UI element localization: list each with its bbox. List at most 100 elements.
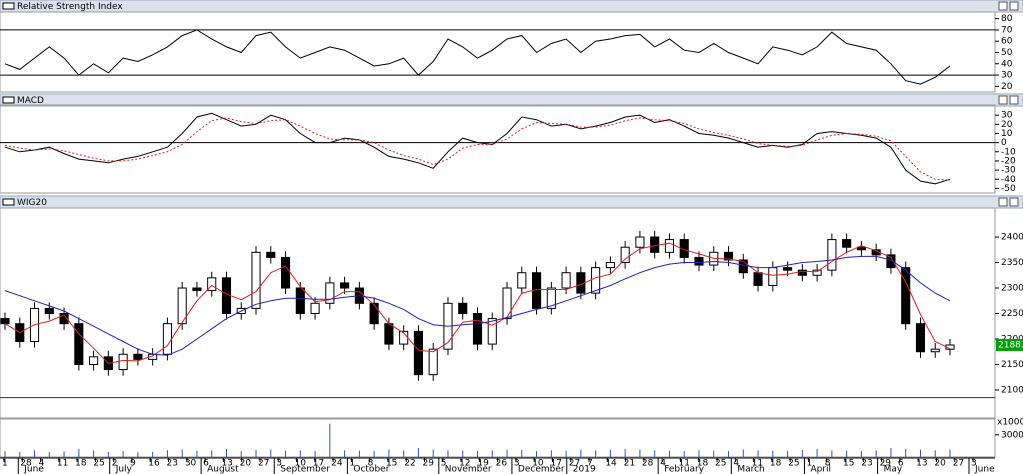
candle-body xyxy=(74,323,84,365)
candle-body xyxy=(310,302,320,314)
x-tick-label: 18 xyxy=(770,459,782,469)
x-tick-label: 3 xyxy=(971,459,977,469)
x-tick-label: 30 xyxy=(185,459,197,469)
candle-body xyxy=(340,282,350,289)
x-tick-label: 10 xyxy=(532,459,544,469)
candle-body xyxy=(886,254,896,269)
month-label: 2019 xyxy=(573,465,596,474)
candle-body xyxy=(428,348,438,376)
y-tick-label: 3000 xyxy=(1001,430,1023,440)
y-tick-label: 30 xyxy=(1001,111,1013,121)
panel-icon xyxy=(2,2,15,10)
x-tick-label: 12 xyxy=(459,459,470,469)
x-tick-label: 19 xyxy=(477,459,489,469)
x-tick-label: 27 xyxy=(258,459,269,469)
candle-body xyxy=(517,272,527,289)
y-tick-label: -30 xyxy=(1001,166,1016,176)
panel-header xyxy=(0,0,1023,13)
close-button[interactable] xyxy=(1009,197,1019,207)
restore-button[interactable] xyxy=(998,1,1008,11)
last-value-label: 2188.2 xyxy=(998,341,1023,351)
panel-header xyxy=(0,195,1023,209)
y-tick-label: 0 xyxy=(1001,138,1007,148)
y-tick-label: 80 xyxy=(1001,14,1013,24)
x-tick-label: 1 xyxy=(2,459,8,469)
candle-body xyxy=(856,246,866,251)
month-label: March xyxy=(737,465,764,474)
close-button[interactable] xyxy=(1009,95,1019,105)
candle-body xyxy=(384,323,394,345)
restore-button[interactable] xyxy=(998,95,1008,105)
month-label: October xyxy=(353,465,389,474)
y-tick-label: -10 xyxy=(1001,147,1016,157)
candle-body xyxy=(89,356,99,365)
candle-body xyxy=(901,267,911,325)
month-label: April xyxy=(810,465,831,474)
x-tick-label: 21 xyxy=(624,459,635,469)
candle-body xyxy=(133,353,143,360)
x-tick-label: 13 xyxy=(916,459,927,469)
x-tick-label: 3 xyxy=(514,459,520,469)
candle-body xyxy=(413,330,423,376)
candle-body xyxy=(561,272,571,289)
y-tick-label: 60 xyxy=(1001,37,1013,47)
x-tick-label: 25 xyxy=(93,459,104,469)
candle-body xyxy=(207,277,217,292)
candle-body xyxy=(369,302,379,325)
month-label: November xyxy=(445,465,492,474)
y-tick-label: 20 xyxy=(1001,120,1013,130)
close-button[interactable] xyxy=(1009,1,1019,11)
x-tick-label: 4 xyxy=(39,459,45,469)
x-tick-label: 17 xyxy=(313,459,324,469)
month-label: December xyxy=(518,465,565,474)
month-label: September xyxy=(280,465,330,474)
candle-body xyxy=(295,287,305,315)
series-line xyxy=(4,242,951,365)
candle-body xyxy=(280,256,291,289)
x-tick-label: 14 xyxy=(605,459,617,469)
x-tick-label: 29 xyxy=(880,459,892,469)
unit-label: x1000000 xyxy=(997,418,1023,428)
x-tick-label: 1 xyxy=(806,459,812,469)
candle-body xyxy=(591,267,601,294)
x-tick-label: 8 xyxy=(825,459,831,469)
candle-body xyxy=(251,251,261,309)
x-tick-label: 1 xyxy=(349,459,355,469)
y-tick-label: 40 xyxy=(1001,59,1013,69)
panel-frame xyxy=(0,104,996,194)
candle-body xyxy=(723,251,734,261)
candle-body xyxy=(177,287,187,325)
candle-body xyxy=(768,267,778,286)
month-label: May xyxy=(884,465,903,474)
candle-body xyxy=(842,239,852,248)
candle-body xyxy=(472,313,483,345)
candle-body xyxy=(783,267,793,271)
x-tick-label: 6 xyxy=(203,459,209,469)
x-tick-label: 13 xyxy=(221,459,232,469)
x-tick-label: 3 xyxy=(276,459,282,469)
candle-body xyxy=(694,256,704,266)
candle-body xyxy=(650,236,660,253)
y-tick-label: 2150 xyxy=(1001,360,1023,370)
y-tick-label: 2100 xyxy=(1001,385,1023,395)
y-tick-label: 50 xyxy=(1001,48,1013,58)
panel-title: MACD xyxy=(17,96,44,106)
x-tick-label: 27 xyxy=(953,459,964,469)
candle-body xyxy=(192,287,202,292)
series-line xyxy=(4,117,951,181)
y-tick-label: 20 xyxy=(1001,82,1013,92)
x-tick-label: 5 xyxy=(441,459,447,469)
y-tick-label: 2400 xyxy=(1001,233,1023,243)
restore-button[interactable] xyxy=(998,197,1008,207)
panel-icon xyxy=(2,198,15,206)
candle-body xyxy=(59,313,69,325)
y-tick-label: 2300 xyxy=(1001,284,1023,294)
series-line xyxy=(4,255,951,356)
x-tick-label: 11 xyxy=(752,459,763,469)
x-tick-label: 18 xyxy=(75,459,87,469)
x-tick-label: 23 xyxy=(861,459,872,469)
x-tick-label: 20 xyxy=(934,459,946,469)
x-tick-label: 27 xyxy=(569,459,580,469)
panel-icon xyxy=(2,96,15,104)
